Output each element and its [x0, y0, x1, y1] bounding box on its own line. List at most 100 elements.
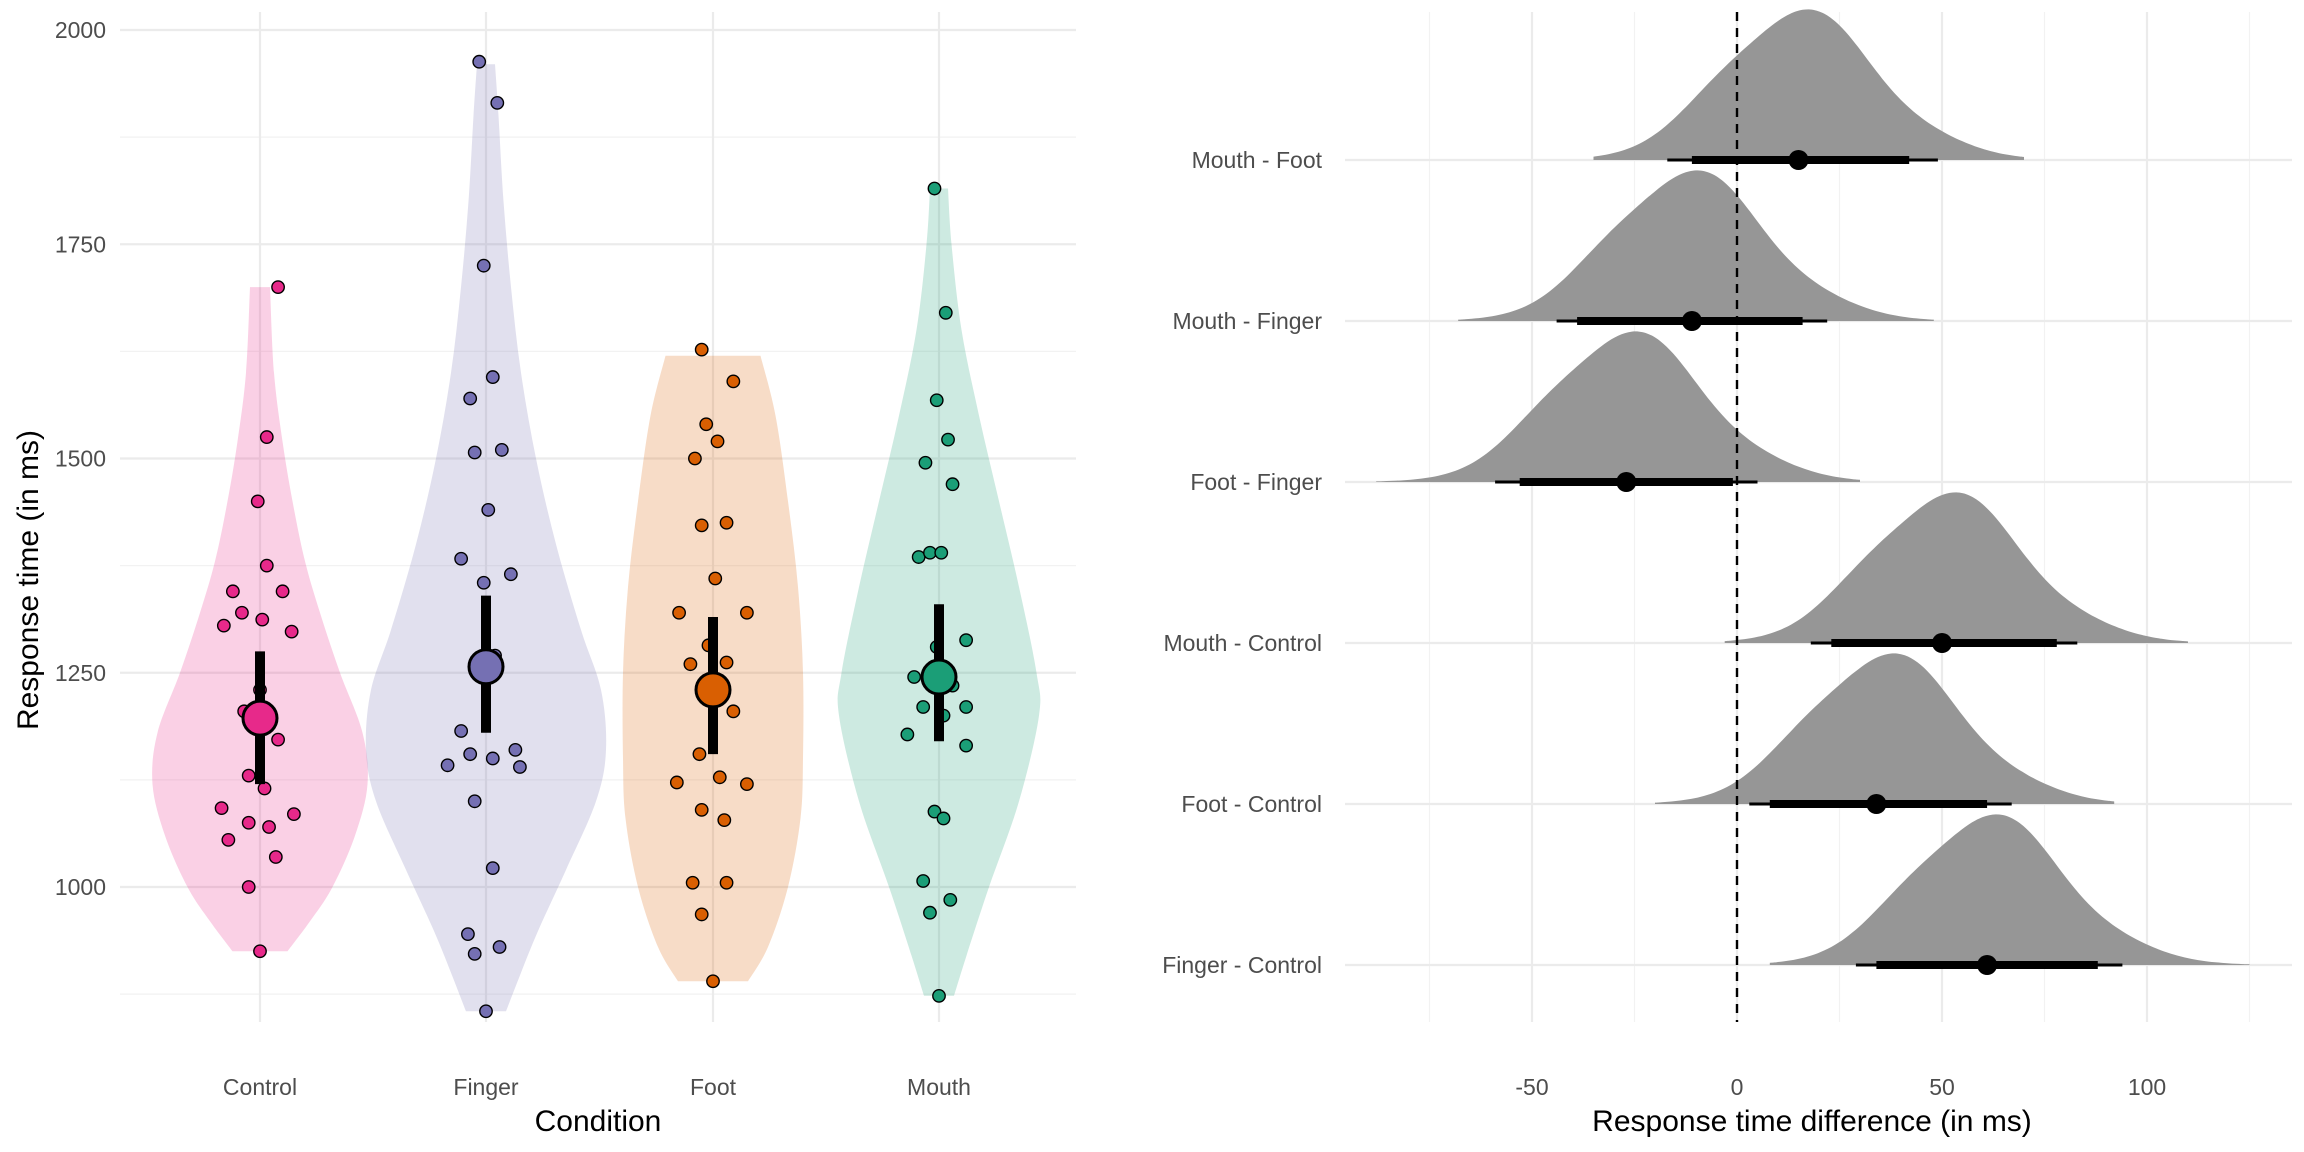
raw-point-control [225, 584, 240, 599]
raw-point-control [241, 815, 256, 830]
raw-point-control [284, 624, 299, 639]
raw-point-finger [476, 258, 491, 273]
raw-point-finger [479, 1004, 493, 1019]
violin-shapes [152, 64, 1041, 1012]
comparison-label: Mouth - Foot [1192, 147, 1323, 173]
raw-point-control [262, 820, 276, 834]
density-finger-vs-control [1769, 814, 2250, 965]
raw-point-finger [463, 391, 478, 406]
difference-densities [1376, 9, 2250, 965]
raw-point-finger [476, 575, 491, 590]
difference-chart-panel: -50 0 50 100 Mouth - Foot Mouth - Finger Foot … [1162, 9, 2292, 1138]
raw-point-foot [694, 518, 709, 533]
x-tick-label: Mouth [907, 1074, 971, 1100]
raw-point-foot [672, 605, 686, 620]
raw-point-mouth [932, 988, 946, 1003]
raw-point-finger [454, 551, 469, 566]
x-tick-label: 50 [1929, 1074, 1955, 1100]
mean-point-finger [467, 648, 505, 686]
raw-point-control [275, 584, 290, 599]
y-tick-label: 1750 [55, 231, 106, 257]
raw-point-finger [490, 95, 505, 110]
raw-point-foot [685, 875, 700, 890]
raw-point-finger [503, 567, 518, 582]
violin-chart-axes: 1000 1250 1500 1750 2000 Control Finger Foot Mou… [55, 17, 971, 1100]
raw-point-mouth [923, 545, 937, 560]
x-tick-label: Foot [690, 1074, 737, 1100]
violin-y-axis-title: Response time (in ms) [12, 430, 45, 730]
raw-point-finger [461, 927, 475, 942]
raw-point-mouth [941, 432, 955, 447]
y-tick-label: 1500 [55, 446, 106, 472]
density-foot-vs-control [1655, 653, 2115, 804]
raw-point-control [253, 944, 267, 959]
raw-point-mouth [923, 905, 937, 920]
violin-finger [365, 64, 607, 1012]
raw-point-mouth [916, 874, 931, 888]
comparison-label: Finger - Control [1162, 952, 1322, 978]
raw-point-foot [712, 770, 727, 785]
raw-point-mouth [907, 670, 922, 684]
raw-point-mouth [929, 393, 944, 408]
violin-mean-ci [241, 595, 958, 785]
raw-point-finger [485, 370, 500, 384]
density-foot-vs-finger [1376, 331, 1860, 482]
violin-chart-panel: 1000 1250 1500 1750 2000 Control Finger Foot Mou… [12, 12, 1076, 1138]
raw-point-finger [467, 946, 482, 961]
x-tick-label: 0 [1731, 1074, 1744, 1100]
raw-point-finger [492, 940, 507, 954]
raw-point-foot [719, 515, 734, 530]
raw-point-foot [669, 775, 684, 790]
median-point [1977, 955, 1998, 975]
raw-point-control [241, 880, 256, 894]
raw-point-mouth [959, 738, 974, 753]
mean-point-foot [694, 671, 732, 709]
median-point [1932, 633, 1952, 653]
raw-point-mouth [943, 892, 958, 907]
raw-point-finger [463, 747, 478, 762]
raw-point-foot [683, 657, 698, 672]
raw-point-control [250, 494, 265, 509]
raw-point-foot [719, 875, 734, 890]
raw-point-control [259, 558, 274, 573]
raw-point-foot [699, 417, 714, 432]
raw-point-control [271, 732, 285, 747]
raw-point-foot [708, 571, 723, 586]
raw-point-finger [472, 54, 487, 69]
raw-point-mouth [936, 811, 951, 826]
comparison-label: Mouth - Control [1163, 630, 1322, 656]
violin-chart-gridlines [120, 12, 1076, 1022]
x-tick-label: 100 [2128, 1074, 2166, 1100]
raw-point-control [268, 850, 283, 864]
raw-point-mouth [911, 550, 926, 564]
violin-raw-points [214, 54, 974, 1019]
raw-point-mouth [927, 181, 942, 196]
raw-point-finger [467, 794, 482, 809]
raw-point-finger [485, 861, 500, 876]
density-mouth-vs-foot [1593, 9, 2024, 161]
raw-point-mouth [959, 700, 974, 714]
raw-point-control [214, 801, 229, 816]
raw-point-mouth [938, 305, 953, 320]
median-point [1866, 794, 1887, 814]
raw-point-mouth [927, 804, 942, 819]
mean-point-control [241, 699, 279, 737]
raw-point-mouth [918, 455, 933, 470]
raw-point-mouth [900, 727, 915, 742]
raw-point-control [235, 605, 249, 620]
raw-point-mouth [945, 477, 960, 492]
raw-point-finger [467, 445, 482, 460]
raw-point-foot [740, 777, 754, 792]
median-point [1681, 311, 1702, 331]
raw-point-foot [710, 434, 725, 449]
raw-point-foot [692, 747, 707, 762]
difference-x-axis-title: Response time difference (in ms) [1592, 1105, 2032, 1138]
raw-point-control [271, 280, 285, 294]
raw-point-foot [694, 802, 709, 817]
median-point [1788, 150, 1809, 170]
raw-point-control [241, 768, 256, 783]
raw-point-finger [485, 751, 500, 766]
violin-x-axis-title: Condition [535, 1105, 662, 1138]
y-tick-label: 1000 [55, 874, 106, 900]
